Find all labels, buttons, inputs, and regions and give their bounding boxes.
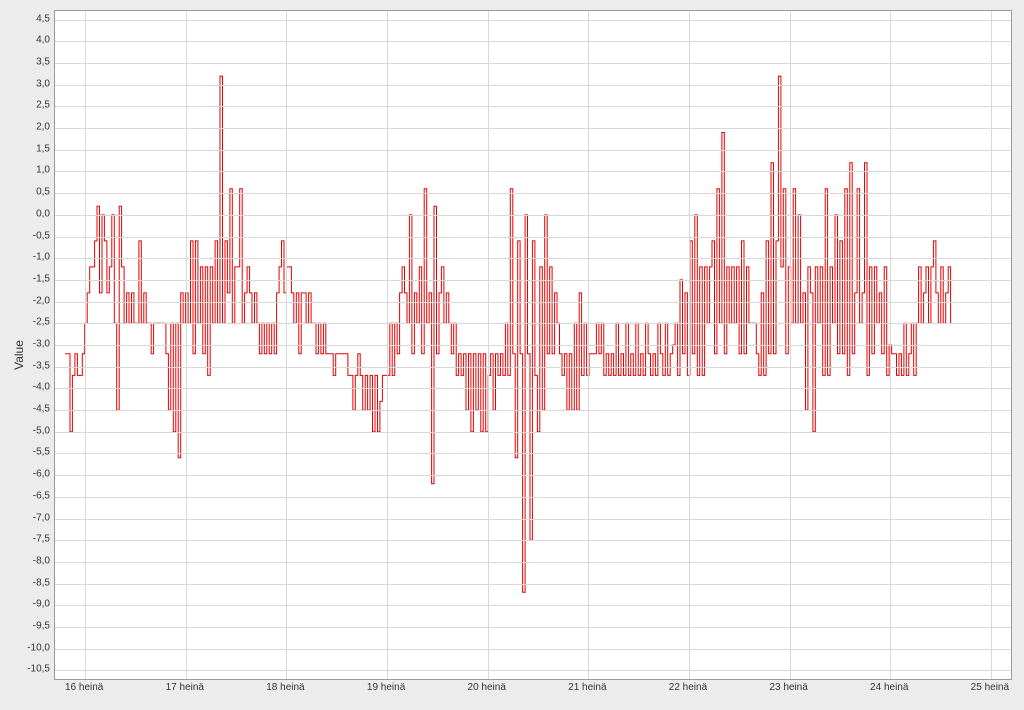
gridline-h xyxy=(55,85,1011,86)
x-tick-label: 16 heinä xyxy=(65,680,103,693)
gridline-h xyxy=(55,497,1011,498)
gridline-v xyxy=(286,11,287,679)
gridline-h xyxy=(55,150,1011,151)
y-tick-label: 0,0 xyxy=(36,208,54,219)
y-tick-label: -6,5 xyxy=(33,490,54,501)
gridline-h xyxy=(55,106,1011,107)
gridline-v xyxy=(689,11,690,679)
gridline-h xyxy=(55,562,1011,563)
y-tick-label: -5,5 xyxy=(33,447,54,458)
gridline-h xyxy=(55,237,1011,238)
gridline-v xyxy=(85,11,86,679)
y-tick-label: -4,0 xyxy=(33,382,54,393)
plot-area[interactable] xyxy=(54,10,1012,680)
y-tick-label: -8,0 xyxy=(33,555,54,566)
gridline-h xyxy=(55,128,1011,129)
gridline-h xyxy=(55,63,1011,64)
y-tick-label: -1,0 xyxy=(33,252,54,263)
y-tick-label: -4,5 xyxy=(33,404,54,415)
y-tick-label: -7,5 xyxy=(33,534,54,545)
gridline-h xyxy=(55,475,1011,476)
y-tick-label: 2,0 xyxy=(36,122,54,133)
gridline-h xyxy=(55,453,1011,454)
y-tick-label: -5,0 xyxy=(33,425,54,436)
plot-wrap: 4,54,03,53,02,52,01,51,00,50,0-0,5-1,0-1… xyxy=(54,10,1012,680)
y-tick-label: 3,5 xyxy=(36,57,54,68)
x-tick-label: 22 heinä xyxy=(669,680,707,693)
gridline-h xyxy=(55,584,1011,585)
x-tick-label: 18 heinä xyxy=(266,680,304,693)
gridline-h xyxy=(55,670,1011,671)
gridline-h xyxy=(55,627,1011,628)
y-tick-label: 4,0 xyxy=(36,35,54,46)
gridline-h xyxy=(55,388,1011,389)
gridline-v xyxy=(387,11,388,679)
series-line xyxy=(65,76,951,592)
y-tick-label: 1,0 xyxy=(36,165,54,176)
x-tick-label: 24 heinä xyxy=(870,680,908,693)
gridline-h xyxy=(55,519,1011,520)
gridline-h xyxy=(55,605,1011,606)
gridline-h xyxy=(55,323,1011,324)
y-axis-label: Value xyxy=(12,340,26,370)
gridline-h xyxy=(55,41,1011,42)
gridline-h xyxy=(55,302,1011,303)
gridline-v xyxy=(588,11,589,679)
y-tick-label: -1,5 xyxy=(33,273,54,284)
y-tick-label: 3,0 xyxy=(36,78,54,89)
gridline-h xyxy=(55,193,1011,194)
x-tick-label: 20 heinä xyxy=(468,680,506,693)
y-tick-label: 1,5 xyxy=(36,143,54,154)
gridline-h xyxy=(55,20,1011,21)
x-tick-label: 19 heinä xyxy=(367,680,405,693)
gridline-h xyxy=(55,171,1011,172)
x-tick-label: 23 heinä xyxy=(769,680,807,693)
gridline-v xyxy=(186,11,187,679)
gridline-v xyxy=(890,11,891,679)
y-tick-label: -6,0 xyxy=(33,469,54,480)
chart-container: Value 4,54,03,53,02,52,01,51,00,50,0-0,5… xyxy=(0,0,1024,710)
y-tick-label: -10,0 xyxy=(27,642,54,653)
y-tick-label: -8,5 xyxy=(33,577,54,588)
gridline-h xyxy=(55,345,1011,346)
x-tick-label: 17 heinä xyxy=(166,680,204,693)
gridline-v xyxy=(488,11,489,679)
y-tick-label: -10,5 xyxy=(27,664,54,675)
y-tick-label: -3,0 xyxy=(33,339,54,350)
y-tick-label: -7,0 xyxy=(33,512,54,523)
x-tick-label: 21 heinä xyxy=(568,680,606,693)
y-tick-label: -0,5 xyxy=(33,230,54,241)
y-tick-label: -2,5 xyxy=(33,317,54,328)
y-tick-label: -2,0 xyxy=(33,295,54,306)
gridline-h xyxy=(55,215,1011,216)
gridline-h xyxy=(55,280,1011,281)
gridline-h xyxy=(55,432,1011,433)
y-tick-label: 0,5 xyxy=(36,187,54,198)
y-tick-label: -3,5 xyxy=(33,360,54,371)
gridline-h xyxy=(55,410,1011,411)
y-tick-label: -9,0 xyxy=(33,599,54,610)
gridline-h xyxy=(55,649,1011,650)
y-tick-label: 4,5 xyxy=(36,13,54,24)
x-tick-label: 25 heinä xyxy=(971,680,1009,693)
gridline-h xyxy=(55,258,1011,259)
gridline-h xyxy=(55,540,1011,541)
y-tick-label: -9,5 xyxy=(33,620,54,631)
gridline-h xyxy=(55,367,1011,368)
gridline-v xyxy=(790,11,791,679)
gridline-v xyxy=(991,11,992,679)
y-tick-label: 2,5 xyxy=(36,100,54,111)
